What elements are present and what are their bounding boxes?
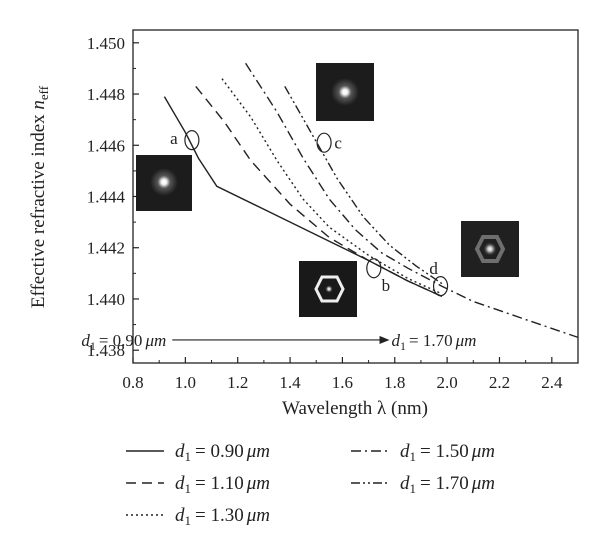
mode-image-a	[136, 155, 192, 211]
x-tick-label: 2.0	[436, 373, 457, 392]
y-tick-label: 1.448	[87, 85, 125, 104]
x-tick-label: 0.8	[122, 373, 143, 392]
y-axis-title: Effective refractive index neff	[28, 85, 51, 308]
y-tick-label: 1.440	[87, 290, 125, 309]
mode-marker-label-d: d	[429, 259, 438, 278]
mode-marker-a	[184, 130, 200, 151]
x-tick-label: 1.0	[175, 373, 196, 392]
legend-label-3: d1 = 1.30 μm	[175, 505, 270, 528]
legend-label-5: d1 = 1.70 μm	[400, 473, 495, 496]
sweep-from-value: = 0.90	[99, 331, 143, 350]
y-axis-title-subscript: eff	[36, 85, 51, 100]
sweep-arrow-head	[379, 335, 390, 344]
x-tick-label: 2.2	[489, 373, 510, 392]
x-tick-label: 1.4	[279, 373, 301, 392]
y-axis-ticks: 1.438 1.440 1.442 1.444 1.446 1.448 1.450	[87, 34, 139, 360]
mode-marker-d	[432, 276, 449, 297]
y-axis-title-main: Effective refractive index	[28, 110, 49, 309]
legend-label-2: d1 = 1.10 μm	[175, 473, 270, 496]
legend: d1 = 0.90 μm d1 = 1.10 μm d1 = 1.30 μm d1 = 1.50 μm…	[126, 441, 495, 528]
series-line-2	[195, 85, 443, 298]
y-tick-label: 1.438	[87, 341, 125, 360]
sweep-to-label: d1 = 1.70 μm	[392, 331, 477, 353]
sweep-from-unit: μm	[144, 331, 166, 350]
mode-marker-c	[316, 132, 332, 153]
series-line-4	[245, 62, 579, 339]
mode-marker-b	[366, 258, 382, 279]
legend-label-1: d1 = 0.90 μm	[175, 441, 270, 464]
sweep-to-unit: μm	[455, 331, 477, 350]
y-tick-label: 1.446	[87, 136, 125, 155]
y-tick-label: 1.444	[87, 188, 126, 207]
x-tick-label: 1.2	[227, 373, 248, 392]
series-line-5	[284, 86, 443, 285]
series-line-3	[221, 78, 443, 295]
y-axis-title-symbol: n	[28, 100, 49, 110]
x-tick-label: 2.4	[541, 373, 563, 392]
x-axis-ticks: 0.8 1.0 1.2 1.4 1.6 1.8 2.0 2.2 2.4	[122, 357, 563, 392]
legend-label-4: d1 = 1.50 μm	[400, 441, 495, 464]
mode-marker-label-a: a	[170, 129, 178, 148]
sweep-annotation: d1 = 0.90 μm d1 = 1.70 μm	[81, 331, 476, 353]
y-tick-label: 1.442	[87, 239, 125, 258]
mode-marker-label-b: b	[382, 276, 391, 295]
mode-marker-label-c: c	[334, 134, 342, 153]
series-lines	[163, 62, 579, 339]
sweep-from-label: d1 = 0.90 μm	[81, 331, 166, 353]
mode-image-c	[316, 63, 374, 121]
mode-image-d	[461, 221, 519, 277]
x-tick-label: 1.6	[332, 373, 353, 392]
sweep-to-value: = 1.70	[409, 331, 453, 350]
y-tick-label: 1.450	[87, 34, 125, 53]
mode-image-b	[299, 261, 357, 317]
x-tick-label: 1.8	[384, 373, 405, 392]
x-axis-title: Wavelength λ (nm)	[282, 398, 428, 419]
mode-markers: a b c d	[170, 129, 449, 297]
